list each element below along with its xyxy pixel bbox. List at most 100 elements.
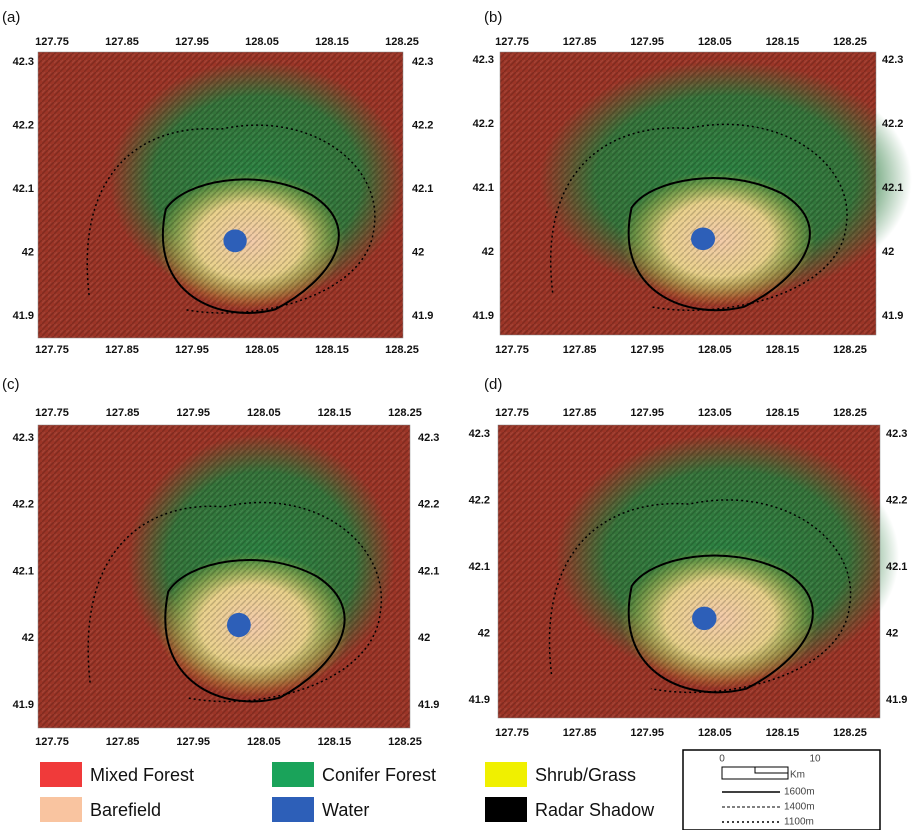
bottom-tick-label: 128.05 — [245, 344, 279, 356]
map-lake — [227, 613, 251, 637]
right-tick-label: 42.1 — [412, 183, 433, 195]
right-tick-label: 42.1 — [882, 182, 903, 194]
bottom-tick-label: 128.15 — [766, 727, 800, 739]
bottom-tick-label: 127.95 — [630, 727, 664, 739]
contour-label: 1100m — [784, 817, 814, 828]
left-tick-label: 42.2 — [13, 119, 34, 131]
left-tick-label: 42.2 — [469, 494, 490, 506]
top-tick-label: 128.25 — [385, 36, 419, 48]
left-tick-label: 42.3 — [469, 428, 490, 440]
left-tick-label: 42 — [22, 632, 34, 644]
right-tick-label: 41.9 — [886, 694, 907, 706]
panel-label: (b) — [484, 9, 502, 26]
right-tick-label: 42 — [886, 627, 898, 639]
top-tick-label: 127.95 — [630, 407, 664, 419]
top-tick-label: 128.05 — [245, 36, 279, 48]
top-tick-label: 127.85 — [105, 36, 139, 48]
left-tick-label: 42 — [22, 246, 34, 258]
panel-label: (a) — [2, 9, 20, 26]
top-tick-label: 127.75 — [495, 36, 529, 48]
bottom-tick-label: 127.85 — [563, 727, 597, 739]
legend-swatch — [40, 762, 82, 787]
panel-label: (d) — [484, 376, 502, 393]
bottom-tick-label: 128.15 — [315, 344, 349, 356]
bottom-tick-label: 127.85 — [106, 736, 140, 748]
legend-label: Conifer Forest — [322, 765, 436, 785]
left-tick-label: 42.3 — [13, 432, 34, 444]
right-tick-label: 42.1 — [418, 565, 439, 577]
top-tick-label: 128.25 — [833, 36, 867, 48]
bottom-tick-label: 128.05 — [698, 727, 732, 739]
top-tick-label: 127.85 — [563, 36, 597, 48]
legend-label: Mixed Forest — [90, 765, 194, 785]
bottom-tick-label: 128.05 — [247, 736, 281, 748]
figure: 0 10 Km 1600m 1400m 1100m (a)127.75127.8… — [0, 0, 914, 830]
bottom-tick-label: 128.25 — [385, 344, 419, 356]
right-tick-label: 42.2 — [412, 119, 433, 131]
bottom-tick-label: 128.25 — [388, 736, 422, 748]
contour-label: 1600m — [784, 787, 815, 798]
top-tick-label: 128.15 — [315, 36, 349, 48]
scale-end: 10 — [809, 754, 821, 765]
top-tick-label: 128.25 — [833, 407, 867, 419]
bottom-tick-label: 127.95 — [175, 344, 209, 356]
left-tick-label: 42 — [478, 627, 490, 639]
scale-unit: Km — [790, 770, 805, 781]
bottom-tick-label: 127.95 — [176, 736, 210, 748]
left-tick-label: 42.2 — [13, 499, 34, 511]
right-tick-label: 42.3 — [418, 432, 439, 444]
panel-label: (c) — [2, 376, 20, 393]
top-tick-label: 127.95 — [630, 36, 664, 48]
left-tick-label: 41.9 — [13, 699, 34, 711]
top-tick-label: 128.25 — [388, 407, 422, 419]
bottom-tick-label: 127.75 — [35, 344, 69, 356]
right-tick-label: 41.9 — [418, 699, 439, 711]
bottom-tick-label: 128.25 — [833, 727, 867, 739]
legend-label: Shrub/Grass — [535, 765, 636, 785]
right-tick-label: 41.9 — [412, 310, 433, 322]
top-tick-label: 128.05 — [698, 36, 732, 48]
bottom-tick-label: 127.95 — [630, 344, 664, 356]
top-tick-label: 127.85 — [106, 407, 140, 419]
contour-label: 1400m — [784, 802, 815, 813]
left-tick-label: 41.9 — [469, 694, 490, 706]
left-tick-label: 41.9 — [473, 310, 494, 322]
bottom-tick-label: 127.85 — [563, 344, 597, 356]
left-tick-label: 42 — [482, 246, 494, 258]
legend-swatch — [40, 797, 82, 822]
right-tick-label: 42.3 — [412, 56, 433, 68]
right-tick-label: 42 — [882, 246, 894, 258]
map-lake — [691, 227, 715, 250]
right-tick-label: 42.1 — [886, 561, 907, 573]
left-tick-label: 42.1 — [473, 182, 494, 194]
map-texture — [500, 52, 876, 335]
bottom-tick-label: 128.15 — [318, 736, 352, 748]
left-tick-label: 41.9 — [13, 310, 34, 322]
left-tick-label: 42.1 — [13, 565, 34, 577]
bottom-tick-label: 127.75 — [495, 344, 529, 356]
right-tick-label: 41.9 — [882, 310, 903, 322]
right-tick-label: 42.2 — [886, 494, 907, 506]
map-lake — [692, 607, 716, 630]
legend-label: Barefield — [90, 800, 161, 820]
bottom-tick-label: 128.15 — [766, 344, 800, 356]
left-tick-label: 42.3 — [473, 54, 494, 66]
top-tick-label: 127.75 — [35, 36, 69, 48]
left-tick-label: 42.3 — [13, 56, 34, 68]
bottom-tick-label: 128.25 — [833, 344, 867, 356]
left-tick-label: 42.1 — [13, 183, 34, 195]
top-tick-label: 127.75 — [35, 407, 69, 419]
legend-swatch — [485, 762, 527, 787]
top-tick-label: 128.05 — [247, 407, 281, 419]
left-tick-label: 42.1 — [469, 561, 490, 573]
top-tick-label: 128.15 — [766, 36, 800, 48]
bottom-tick-label: 127.75 — [35, 736, 69, 748]
bottom-tick-label: 128.05 — [698, 344, 732, 356]
right-tick-label: 42 — [412, 246, 424, 258]
top-tick-label: 127.95 — [176, 407, 210, 419]
top-tick-label: 127.85 — [563, 407, 597, 419]
legend-swatch — [272, 797, 314, 822]
top-tick-label: 127.75 — [495, 407, 529, 419]
map-lake — [223, 229, 246, 252]
top-tick-label: 128.15 — [766, 407, 800, 419]
